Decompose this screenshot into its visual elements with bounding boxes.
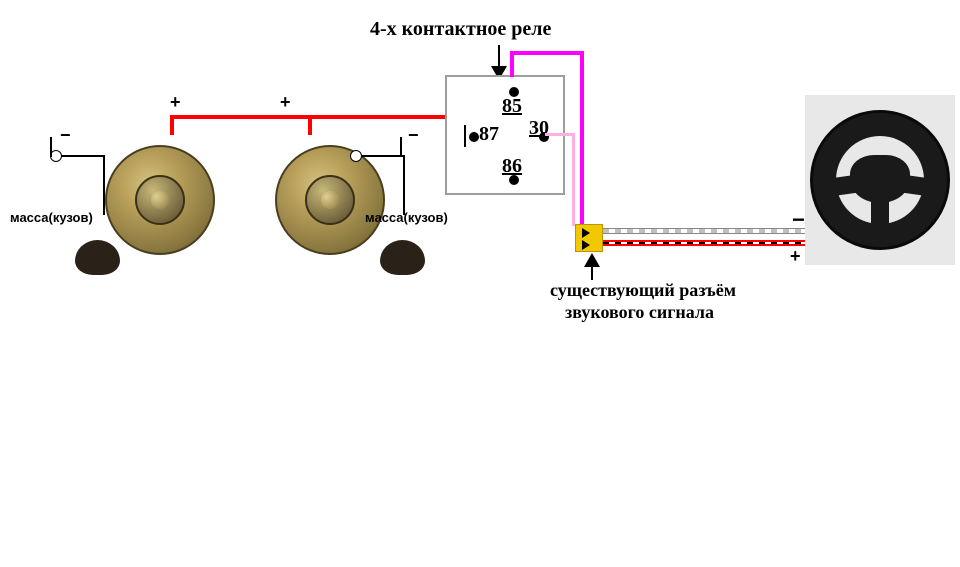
horn-left-terminal-stub: [50, 137, 52, 157]
wheel-spoke-bottom: [871, 197, 889, 237]
horn-right-terminal: [355, 155, 405, 157]
plus-wheel: +: [790, 246, 801, 267]
wire-magenta-across: [510, 51, 584, 55]
horn-left: [85, 125, 245, 275]
wire-minus: [603, 228, 805, 234]
connector-arrow-line: [591, 265, 593, 280]
wire-pink-down: [572, 133, 575, 226]
connector-label-line1: существующий разъём: [550, 280, 736, 301]
wire-pink-across: [545, 133, 575, 136]
horn-right: [255, 125, 415, 275]
relay-pin-87-tick: [464, 125, 466, 147]
plus-right: +: [280, 92, 291, 113]
horn-right-center: [305, 175, 355, 225]
wheel-rim: [810, 110, 950, 250]
relay-pin-87-label: 87: [479, 123, 499, 146]
relay-pin-87-dot: [469, 132, 479, 142]
connector: [575, 224, 603, 252]
wire-plus: [603, 240, 805, 246]
horn-left-body: [105, 145, 215, 255]
mass-label-right: масса(кузов): [365, 210, 448, 225]
wire-red-drop1: [170, 115, 174, 135]
horn-left-terminal: [55, 155, 105, 157]
minus-left: −: [60, 125, 71, 146]
horn-left-bell: [75, 240, 120, 275]
minus-wheel: −: [792, 207, 805, 233]
wire-red-horizontal: [170, 115, 475, 119]
plus-left: +: [170, 92, 181, 113]
horn-right-body: [275, 145, 385, 255]
horn-right-bell: [380, 240, 425, 275]
horn-left-hub: [151, 191, 169, 209]
connector-label-line2: звукового сигнала: [565, 302, 714, 323]
connector-arrow-2: [582, 240, 590, 250]
horn-left-center: [135, 175, 185, 225]
relay-pin-30-label: 30: [529, 117, 549, 140]
connector-arrow-head: [584, 253, 600, 267]
steering-wheel: [805, 95, 955, 265]
relay-pin-86-label: 86: [502, 155, 522, 178]
diagram-title: 4-х контактное реле: [370, 18, 551, 41]
wire-red-drop2: [308, 115, 312, 135]
wire-magenta-down: [580, 51, 584, 226]
mass-label-left: масса(кузов): [10, 210, 93, 225]
connector-arrow-1: [582, 228, 590, 238]
relay-pin-85-label: 85: [502, 95, 522, 118]
minus-right: −: [408, 125, 419, 146]
horn-right-hub: [321, 191, 339, 209]
wheel-hub: [850, 155, 910, 203]
horn-right-terminal-stub: [400, 137, 402, 157]
